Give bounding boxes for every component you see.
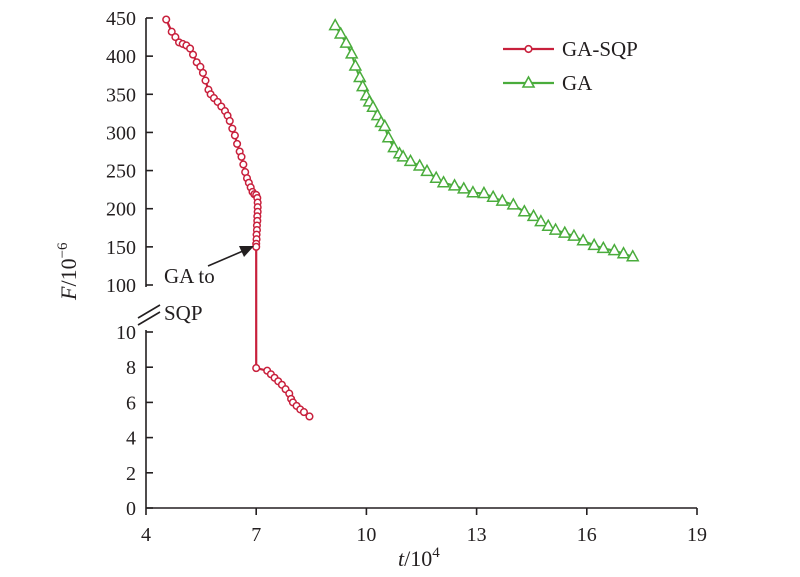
y-tick-label: 450: [106, 8, 136, 30]
data-point: [305, 412, 314, 421]
data-point: [353, 69, 367, 83]
data-point: [548, 222, 563, 235]
x-axis-title: t/104: [398, 545, 440, 571]
x-tick-label: 19: [687, 524, 707, 546]
data-point: [333, 26, 348, 39]
y-tick-label: 200: [106, 199, 136, 221]
data-point: [233, 139, 242, 148]
y-tick-label: 0: [126, 498, 136, 520]
data-point: [557, 225, 572, 238]
legend-marker-ga: [521, 75, 536, 88]
data-point: [339, 35, 353, 48]
legend-label-ga-sqp: GA-SQP: [562, 37, 638, 61]
data-point: [616, 246, 631, 259]
data-point: [412, 158, 427, 171]
data-point: [576, 233, 590, 246]
y-tick-label: 6: [126, 392, 136, 414]
legend: GA-SQP GA: [503, 37, 638, 95]
data-point: [377, 118, 392, 132]
data-point: [186, 44, 195, 53]
data-point: [252, 242, 261, 251]
data-point: [541, 218, 555, 232]
data-point: [495, 193, 510, 206]
axes: [145, 18, 697, 509]
data-point: [381, 130, 396, 143]
data-point: [230, 131, 239, 140]
legend-item-ga: GA: [503, 71, 593, 95]
data-point: [456, 181, 471, 194]
data-point: [171, 33, 180, 42]
data-point: [447, 178, 462, 191]
y-tick-label: 150: [106, 237, 136, 259]
data-point: [596, 240, 611, 254]
data-point: [403, 153, 418, 167]
series-ga: [328, 18, 640, 262]
data-point: [366, 99, 380, 113]
data-point: [486, 189, 500, 203]
y-tick-label: 4: [126, 428, 136, 450]
data-point: [436, 175, 451, 188]
data-point: [355, 79, 370, 92]
data-point: [348, 58, 363, 71]
data-point: [429, 170, 443, 183]
data-point: [506, 197, 521, 210]
axis-ticks: 4 7 10 13 16 19 0 2 4 6 8 10 100 150 200 250 300 350 400 45…: [106, 8, 707, 546]
y-tick-label: 400: [106, 46, 136, 68]
series-ga-sqp: [162, 15, 314, 421]
data-point: [607, 243, 622, 256]
annotation: GA to SQP: [164, 246, 254, 325]
y-tick-label: 10: [116, 322, 136, 344]
annotation-arrowhead: [239, 246, 254, 257]
data-point: [239, 160, 248, 169]
data-point: [198, 68, 207, 77]
data-point: [517, 204, 532, 217]
data-point: [225, 116, 234, 126]
data-point: [328, 18, 342, 31]
x-tick-label: 10: [356, 524, 376, 546]
data-point: [396, 149, 410, 162]
series-line-ga-sqp: [165, 19, 311, 418]
data-point: [567, 228, 581, 241]
annotation-line-1: GA to: [164, 264, 215, 288]
data-point: [167, 27, 176, 36]
legend-item-ga-sqp: GA-SQP: [503, 37, 638, 61]
y-tick-label: 250: [106, 161, 136, 183]
data-point: [477, 185, 491, 199]
data-point: [587, 237, 601, 251]
x-tick-label: 7: [251, 524, 261, 546]
y-tick-label: 350: [106, 84, 136, 106]
y-tick-label: 2: [126, 463, 136, 485]
data-point: [201, 76, 210, 85]
data-point: [344, 46, 359, 59]
data-point: [252, 364, 261, 373]
legend-label-ga: GA: [562, 71, 593, 95]
data-point: [534, 214, 548, 227]
data-point: [299, 408, 309, 417]
data-point: [466, 185, 480, 198]
annotation-line-2: SQP: [164, 301, 203, 325]
data-point: [625, 249, 640, 262]
axis-break-mark: [137, 304, 161, 326]
data-point: [420, 163, 434, 177]
data-point: [188, 50, 198, 59]
y-axis-title: F/10−6: [55, 242, 81, 301]
y-tick-label: 300: [106, 122, 136, 144]
data-point: [237, 152, 246, 161]
annotation-arrow: [207, 250, 244, 267]
series-layer: [162, 15, 640, 421]
legend-marker-ga-sqp: [524, 44, 533, 54]
x-tick-label: 16: [577, 524, 597, 546]
x-tick-label: 4: [141, 524, 151, 546]
data-point: [387, 140, 401, 153]
data-point: [526, 208, 541, 222]
data-point: [228, 124, 237, 133]
y-tick-label: 100: [106, 275, 136, 297]
x-tick-label: 13: [467, 524, 487, 546]
data-point: [162, 15, 171, 24]
y-tick-label: 8: [126, 357, 136, 379]
